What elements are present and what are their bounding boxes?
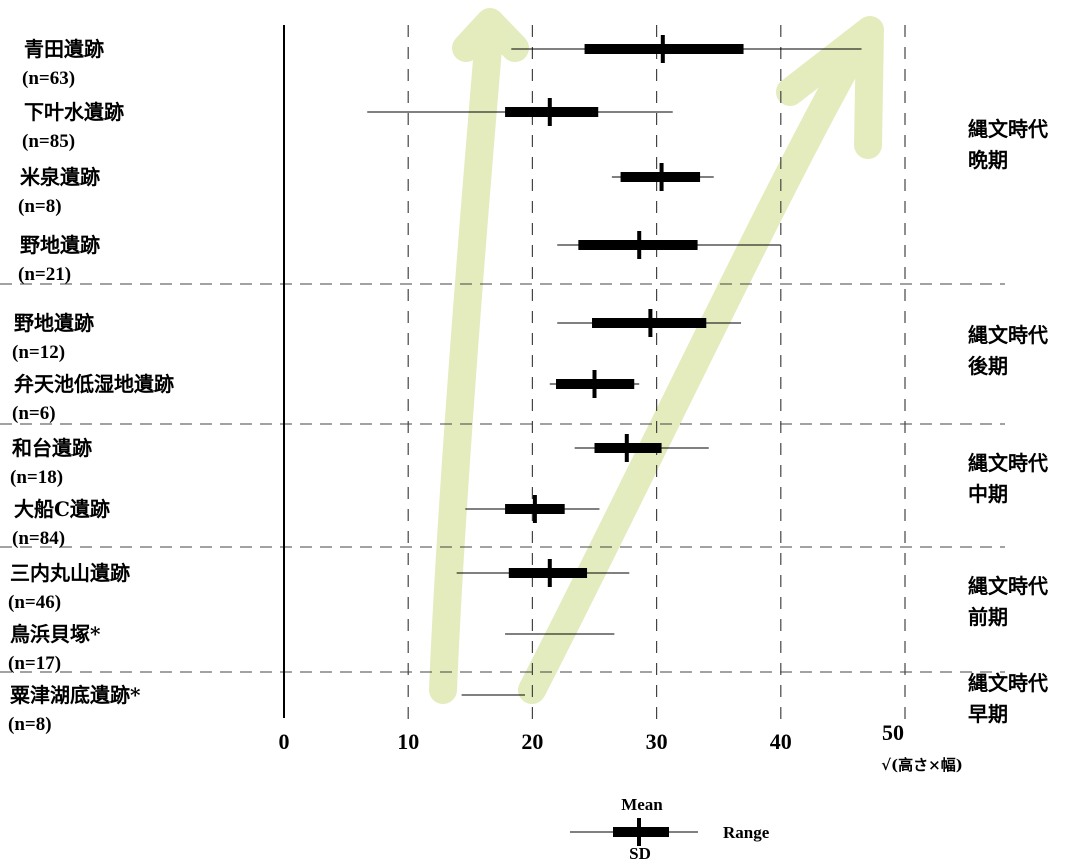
x-tick-label: 30	[646, 729, 668, 754]
x-axis-label: √(高さ×幅)	[881, 756, 963, 774]
period-label-era: 縄文時代	[968, 323, 1048, 347]
site-label: 下叶水遺跡	[24, 100, 124, 124]
site-label: 弁天池低湿地遺跡	[14, 372, 174, 396]
period-label-era: 縄文時代	[968, 451, 1048, 475]
mean-mark	[648, 309, 653, 337]
sample-size-label: (n=6)	[12, 403, 56, 424]
sample-size-label: (n=8)	[8, 714, 52, 735]
sample-size-label: (n=18)	[10, 467, 63, 488]
sample-size-label: (n=12)	[12, 342, 65, 363]
mean-mark	[532, 495, 537, 523]
sample-size-label: (n=17)	[8, 653, 61, 674]
site-label: 和台遺跡	[12, 436, 92, 460]
x-tick-label: 0	[279, 729, 290, 754]
period-separators	[0, 283, 1005, 673]
period-label-phase: 後期	[968, 354, 1008, 378]
mean-mark	[659, 163, 664, 191]
site-label: 米泉遺跡	[20, 165, 100, 189]
highlighter-arrow-annotation	[429, 8, 884, 704]
site-label: 青田遺跡	[24, 37, 104, 61]
site-label: 野地遺跡	[20, 233, 100, 257]
period-label-phase: 前期	[968, 605, 1008, 629]
legend-mean-mark	[637, 818, 641, 846]
sample-size-label: (n=85)	[22, 131, 75, 152]
site-label: 三内丸山遺跡	[10, 561, 130, 585]
period-label-phase: 早期	[968, 702, 1008, 726]
reference-lines	[407, 25, 906, 725]
mean-mark	[547, 559, 552, 587]
sample-size-label: (n=63)	[22, 68, 75, 89]
x-tick-label: 10	[397, 729, 419, 754]
site-label: 粟津湖底遺跡*	[10, 683, 141, 707]
legend-mean-label: Mean	[621, 795, 663, 814]
legend: Mean Range SD	[570, 795, 770, 863]
mean-mark	[660, 35, 665, 63]
x-tick-label: 50	[882, 720, 904, 745]
sample-size-label: (n=8)	[18, 196, 62, 217]
x-tick-labels: 0 10 20 30 40 50	[279, 720, 905, 754]
legend-range-label: Range	[723, 823, 770, 842]
period-label-phase: 晩期	[968, 148, 1008, 172]
sample-size-label: (n=84)	[12, 528, 65, 549]
site-label: 野地遺跡	[14, 311, 94, 335]
period-label-era: 縄文時代	[968, 117, 1048, 141]
mean-mark	[624, 434, 629, 462]
site-labels: 青田遺跡 (n=63) 下叶水遺跡 (n=85) 米泉遺跡 (n=8) 野地遺跡 (n=21)…	[8, 37, 174, 735]
mean-mark	[592, 370, 597, 398]
x-tick-label: 20	[521, 729, 543, 754]
mean-mark	[547, 98, 552, 126]
x-tick-label: 40	[770, 729, 792, 754]
period-label-phase: 中期	[968, 482, 1008, 506]
legend-sd-label: SD	[629, 844, 651, 863]
data-marks	[367, 35, 862, 696]
site-label: 鳥浜貝塚*	[10, 622, 101, 646]
site-label: 大船C遺跡	[14, 497, 110, 521]
period-label-era: 縄文時代	[968, 671, 1048, 695]
sample-size-label: (n=46)	[8, 592, 61, 613]
mean-mark	[637, 231, 642, 259]
sample-size-label: (n=21)	[18, 264, 71, 285]
period-label-era: 縄文時代	[968, 574, 1048, 598]
